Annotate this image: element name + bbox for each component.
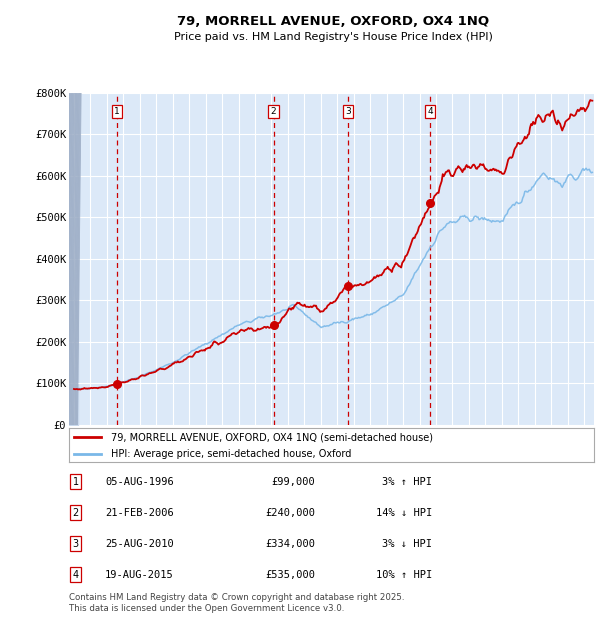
Text: Contains HM Land Registry data © Crown copyright and database right 2025.
This d: Contains HM Land Registry data © Crown c…	[69, 593, 404, 613]
Text: 4: 4	[73, 570, 79, 580]
Text: 3: 3	[73, 539, 79, 549]
Text: 10% ↑ HPI: 10% ↑ HPI	[376, 570, 432, 580]
Text: 21-FEB-2006: 21-FEB-2006	[105, 508, 174, 518]
Text: 1: 1	[73, 477, 79, 487]
Text: HPI: Average price, semi-detached house, Oxford: HPI: Average price, semi-detached house,…	[111, 450, 352, 459]
Text: 3: 3	[345, 107, 351, 116]
Text: 3% ↑ HPI: 3% ↑ HPI	[382, 477, 432, 487]
Text: £240,000: £240,000	[265, 508, 315, 518]
Text: 79, MORRELL AVENUE, OXFORD, OX4 1NQ: 79, MORRELL AVENUE, OXFORD, OX4 1NQ	[177, 16, 489, 28]
Text: 19-AUG-2015: 19-AUG-2015	[105, 570, 174, 580]
Text: 4: 4	[427, 107, 433, 116]
Text: 25-AUG-2010: 25-AUG-2010	[105, 539, 174, 549]
Text: 05-AUG-1996: 05-AUG-1996	[105, 477, 174, 487]
Text: 2: 2	[73, 508, 79, 518]
Text: £535,000: £535,000	[265, 570, 315, 580]
Text: 2: 2	[271, 107, 277, 116]
Text: £334,000: £334,000	[265, 539, 315, 549]
Text: 79, MORRELL AVENUE, OXFORD, OX4 1NQ (semi-detached house): 79, MORRELL AVENUE, OXFORD, OX4 1NQ (sem…	[111, 432, 433, 442]
Text: £99,000: £99,000	[271, 477, 315, 487]
Text: 1: 1	[114, 107, 119, 116]
Text: 3% ↓ HPI: 3% ↓ HPI	[382, 539, 432, 549]
Text: 14% ↓ HPI: 14% ↓ HPI	[376, 508, 432, 518]
Text: Price paid vs. HM Land Registry's House Price Index (HPI): Price paid vs. HM Land Registry's House …	[173, 32, 493, 42]
